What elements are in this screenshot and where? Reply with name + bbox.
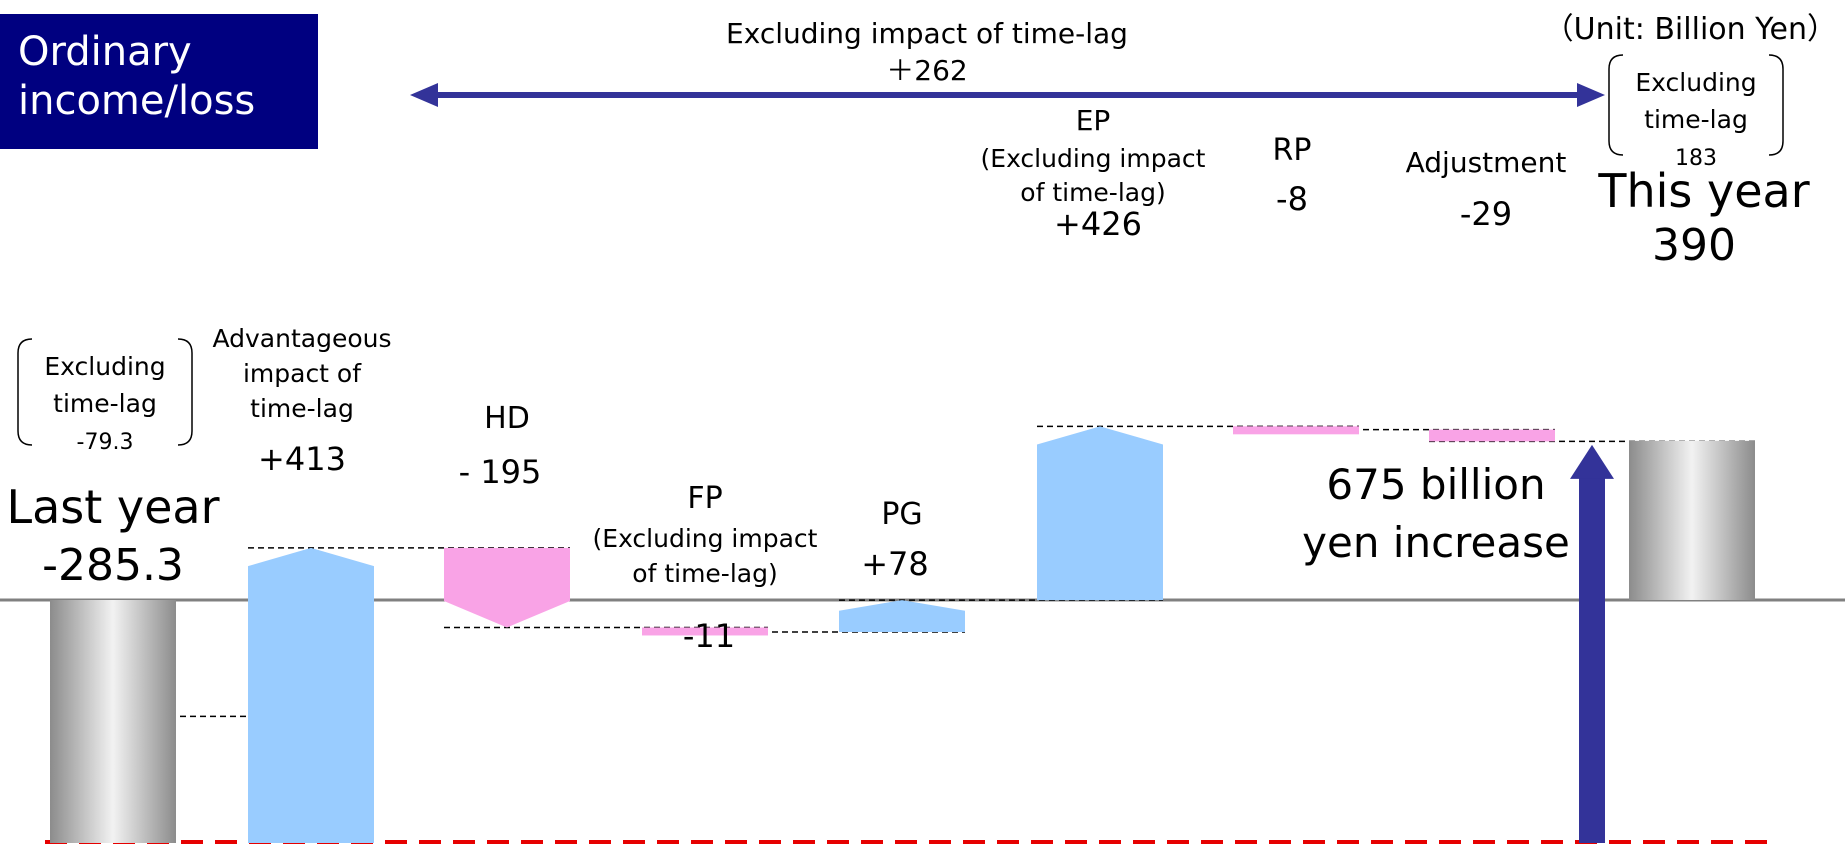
value-label-timelag: +413 — [258, 440, 346, 478]
bar-last_year — [50, 600, 176, 843]
label-ep-1: EP — [1076, 104, 1111, 137]
label-pg-1: PG — [881, 497, 922, 532]
label-fp-3: of time-lag) — [632, 559, 777, 588]
bracket-excl-left-line-1: Excluding — [44, 352, 165, 381]
bar-pg — [839, 600, 965, 632]
value-label-adj: -29 — [1460, 195, 1512, 233]
bracket-excl-left-right-bracket — [178, 339, 192, 445]
unit-label: （Unit: Billion Yen） — [1544, 12, 1837, 47]
label-rp-1: RP — [1273, 133, 1312, 168]
bar-timelag — [248, 548, 374, 843]
top-arrow-label: Excluding impact of time-lag — [726, 17, 1128, 50]
bracket-excl-left-left-bracket — [18, 339, 32, 445]
bracket-excl-right-left-bracket — [1609, 55, 1623, 155]
label-timelag-3: time-lag — [250, 394, 354, 423]
increase-arrow-head — [1570, 445, 1614, 479]
value-label-hd: - 195 — [459, 453, 542, 491]
bracket-excl-right-line-2: time-lag — [1644, 105, 1748, 134]
value-label-rp: -8 — [1276, 180, 1308, 218]
bar-this_year — [1629, 441, 1755, 600]
increase-arrow-shaft — [1579, 477, 1605, 843]
increase-label-line-2: yen increase — [1302, 518, 1570, 567]
bracket-excl-left-line-2: time-lag — [53, 389, 157, 418]
label-ep-3: of time-lag) — [1020, 178, 1165, 207]
bracket-excl-right-line-1: Excluding — [1635, 68, 1756, 97]
bracket-excl-right-line-3: 183 — [1675, 146, 1717, 171]
value-label-this_year: 390 — [1652, 220, 1736, 271]
bar-rp — [1233, 426, 1359, 434]
label-timelag-2: impact of — [243, 359, 362, 388]
label-this_year-1: This year — [1597, 164, 1809, 218]
bar-hd — [444, 548, 570, 628]
label-fp-2: (Excluding impact — [593, 524, 818, 553]
label-fp-1: FP — [687, 481, 722, 516]
label-ep-2: (Excluding impact — [981, 144, 1206, 173]
top-arrow-value: ＋262 — [886, 54, 967, 87]
bar-ep — [1037, 426, 1163, 600]
label-last_year-1: Last year — [6, 480, 219, 534]
top-double-arrow-left-head — [410, 83, 438, 107]
value-label-ep: +426 — [1054, 205, 1142, 243]
label-hd-1: HD — [484, 401, 530, 436]
label-adj-1: Adjustment — [1406, 146, 1567, 179]
value-label-pg: +78 — [861, 545, 929, 583]
bar-adj — [1429, 430, 1555, 442]
top-double-arrow-right-head — [1577, 83, 1605, 107]
bracket-excl-left-line-3: -79.3 — [77, 430, 134, 455]
value-label-last_year: -285.3 — [42, 540, 184, 591]
increase-label-line-1: 675 billion — [1326, 460, 1545, 509]
bracket-excl-right-right-bracket — [1769, 55, 1783, 155]
label-timelag-1: Advantageous — [212, 324, 391, 353]
value-label-fp: -11 — [683, 617, 735, 655]
